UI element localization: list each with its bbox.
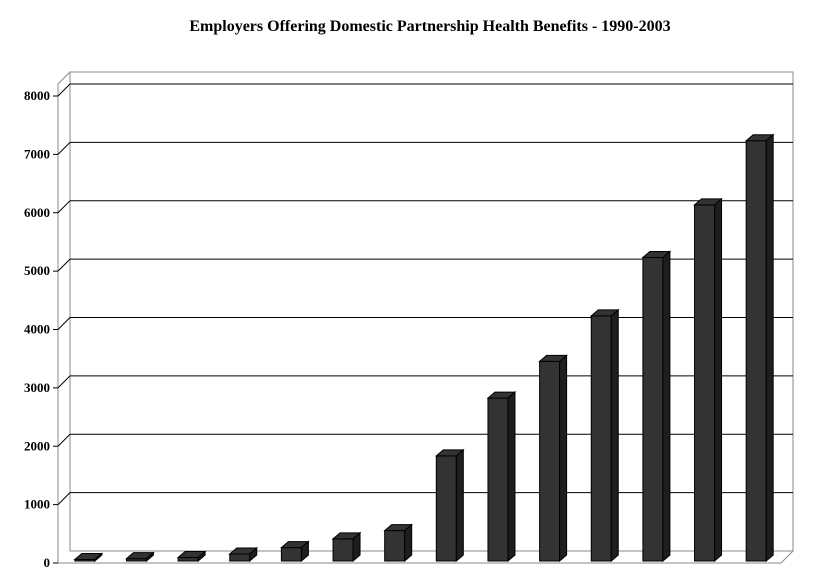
y-tick-label: 7000 xyxy=(24,146,50,161)
bar xyxy=(693,197,723,563)
bar-side xyxy=(94,552,103,563)
bar xyxy=(383,523,414,563)
plot-frame xyxy=(57,71,794,564)
bar-side xyxy=(404,523,413,563)
bar xyxy=(73,552,104,563)
bar-side xyxy=(145,551,154,563)
bar xyxy=(641,250,672,563)
gridline-side xyxy=(57,200,71,214)
bar xyxy=(538,354,568,563)
bar-front xyxy=(487,397,509,562)
bar xyxy=(280,540,310,563)
gridline-side xyxy=(57,375,71,389)
gridline-side xyxy=(57,317,71,330)
y-tick-label: 3000 xyxy=(24,380,50,395)
y-axis-ticks: 0 1000 2000 3000 4000 5000 6000 7000 8000 xyxy=(24,88,58,570)
bar-side xyxy=(714,197,723,563)
y-tick-label: 8000 xyxy=(24,88,50,103)
bar xyxy=(176,550,207,563)
bar-front xyxy=(694,204,716,562)
bar-side xyxy=(559,354,568,563)
bar xyxy=(331,531,362,563)
plot-left-top-edge xyxy=(57,71,71,85)
bar-side xyxy=(507,391,516,563)
bar-front xyxy=(384,530,406,562)
y-tick-label: 6000 xyxy=(24,205,50,220)
y-tick-label: 1000 xyxy=(24,497,50,512)
bar-side xyxy=(197,550,206,563)
bar-side xyxy=(300,540,309,563)
bar xyxy=(228,546,259,563)
bar-side xyxy=(662,250,671,563)
bar-front xyxy=(229,553,251,562)
bar-side xyxy=(352,531,361,563)
bar-side xyxy=(249,546,258,563)
bars xyxy=(73,133,775,563)
gridline-side xyxy=(57,258,71,272)
bar-front xyxy=(177,556,199,562)
bar xyxy=(434,448,465,563)
bar-side xyxy=(765,133,774,563)
y-tick-label: 4000 xyxy=(24,322,50,337)
plot-floor-right xyxy=(780,550,794,564)
bar-front xyxy=(590,315,612,562)
bar xyxy=(125,551,155,563)
gridline-side xyxy=(57,83,71,97)
plot-back-wall xyxy=(69,71,794,552)
gridline-side xyxy=(57,433,71,447)
bar-side xyxy=(455,448,464,563)
bar-side xyxy=(610,308,619,563)
chart-title: Employers Offering Domestic Partnership … xyxy=(189,18,671,35)
y-tick-label: 5000 xyxy=(24,263,50,278)
bar-front xyxy=(642,256,664,562)
bar xyxy=(589,308,620,563)
gridline-side xyxy=(57,492,71,505)
bar-front xyxy=(280,547,302,562)
gridlines xyxy=(57,83,793,505)
bar xyxy=(486,391,517,563)
bar-front xyxy=(539,360,561,562)
bar-front xyxy=(745,140,767,562)
bar-front xyxy=(332,538,354,562)
gridline-side xyxy=(57,142,71,155)
y-tick-label: 2000 xyxy=(24,438,50,453)
bar xyxy=(744,133,775,563)
y-tick-label: 0 xyxy=(44,555,51,570)
bar-front xyxy=(435,455,457,562)
